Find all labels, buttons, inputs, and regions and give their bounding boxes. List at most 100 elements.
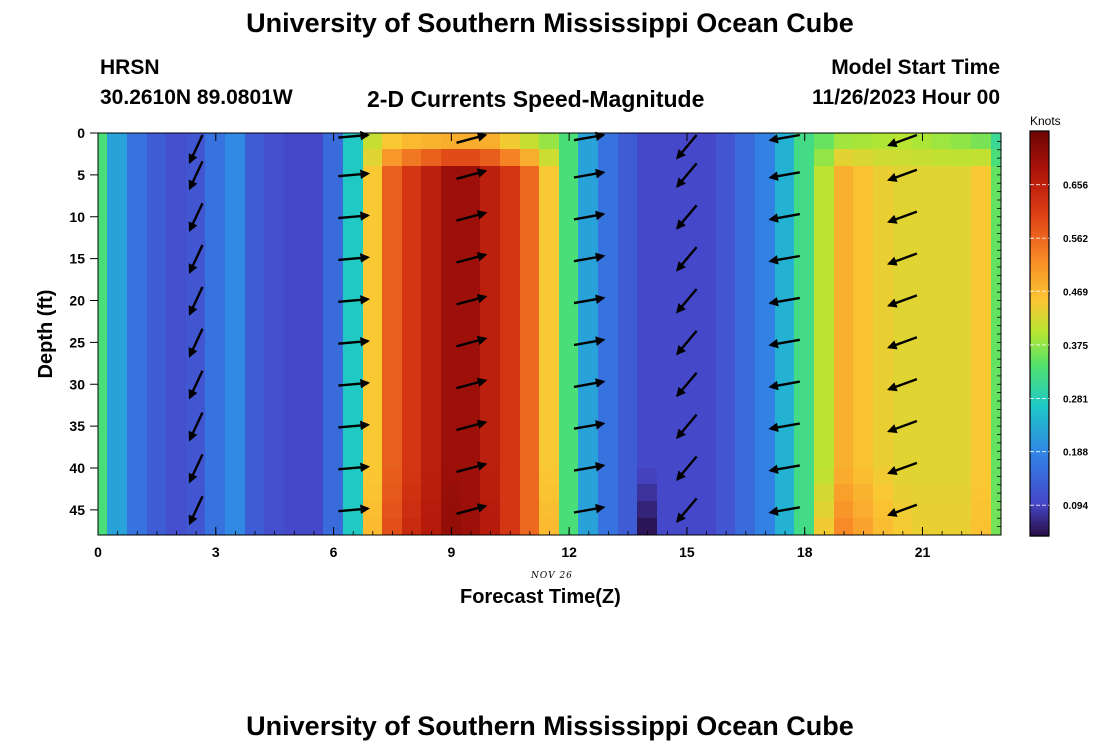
heatmap-cell bbox=[127, 133, 149, 151]
heatmap-cell bbox=[775, 317, 796, 335]
heatmap-cell bbox=[166, 300, 188, 319]
heatmap-cell bbox=[98, 384, 109, 402]
heatmap-cell bbox=[991, 133, 1001, 151]
heatmap-cell bbox=[421, 166, 443, 185]
current-arrow bbox=[573, 168, 606, 179]
heatmap-cell bbox=[363, 317, 384, 335]
heatmap-cell bbox=[500, 468, 522, 486]
colorbar-band bbox=[1030, 306, 1049, 311]
heatmap-cell bbox=[343, 367, 365, 386]
heatmap-cell bbox=[127, 518, 149, 535]
heatmap-cell bbox=[735, 250, 757, 268]
heatmap-cell bbox=[147, 149, 168, 168]
heatmap-cell bbox=[225, 283, 247, 302]
heatmap-cell bbox=[343, 200, 365, 218]
heatmap-cell bbox=[225, 367, 247, 386]
colorbar-band bbox=[1030, 397, 1049, 402]
heatmap-cell bbox=[971, 300, 993, 319]
heatmap-cell bbox=[205, 183, 227, 201]
heatmap-cell bbox=[735, 334, 757, 352]
heatmap-cell bbox=[637, 166, 659, 185]
heatmap-cell bbox=[382, 183, 404, 201]
heatmap-cell bbox=[578, 267, 600, 285]
heatmap-cell bbox=[264, 501, 286, 520]
heatmap-cell bbox=[873, 200, 895, 218]
colorbar-tick-label: 0.188 bbox=[1063, 448, 1088, 459]
heatmap-cell bbox=[794, 468, 816, 486]
current-arrow bbox=[456, 461, 488, 474]
heatmap-cell bbox=[696, 183, 718, 201]
heatmap-cell bbox=[971, 367, 993, 386]
heatmap-cell bbox=[853, 501, 875, 520]
heatmap-cell bbox=[343, 283, 365, 302]
current-arrow bbox=[456, 252, 488, 264]
heatmap-cell bbox=[991, 183, 1001, 201]
current-arrow bbox=[188, 453, 204, 484]
heatmap-cell bbox=[166, 216, 188, 235]
heatmap-cell bbox=[264, 468, 286, 486]
current-arrow bbox=[573, 503, 606, 514]
heatmap-cell bbox=[657, 468, 679, 486]
heatmap-cell bbox=[284, 233, 306, 252]
heatmap-cell bbox=[951, 149, 973, 168]
heatmap-cell bbox=[834, 384, 855, 402]
heatmap-cell bbox=[264, 183, 286, 201]
heatmap-cell bbox=[912, 451, 934, 469]
heatmap-cell bbox=[814, 267, 836, 285]
heatmap-cell bbox=[696, 267, 718, 285]
heatmap-cell bbox=[520, 350, 541, 369]
colorbar-band bbox=[1030, 374, 1049, 378]
heatmap-cell bbox=[755, 283, 777, 302]
heatmap-cell bbox=[264, 133, 286, 151]
heatmap-cell bbox=[127, 183, 149, 201]
heatmap-cell bbox=[794, 250, 816, 268]
heatmap-cell bbox=[402, 518, 423, 535]
heatmap-cell bbox=[264, 250, 286, 268]
heatmap-cell bbox=[794, 434, 816, 453]
heatmap-cell bbox=[186, 384, 207, 402]
heatmap-cell bbox=[225, 384, 247, 402]
heatmap-cell bbox=[480, 233, 502, 252]
colorbar-band bbox=[1030, 191, 1049, 196]
heatmap-cell bbox=[421, 484, 443, 503]
heatmap-cell bbox=[284, 367, 306, 386]
heatmap-cell bbox=[421, 451, 443, 469]
heatmap-cell bbox=[735, 183, 757, 201]
heatmap-cell bbox=[363, 250, 384, 268]
heatmap-cell bbox=[264, 384, 286, 402]
heatmap-cell bbox=[834, 401, 855, 419]
heatmap-cell bbox=[912, 300, 934, 319]
heatmap-cell bbox=[716, 267, 737, 285]
heatmap-cell bbox=[304, 501, 325, 520]
heatmap-cell bbox=[107, 501, 129, 520]
heatmap-cell bbox=[520, 300, 541, 319]
heatmap-cell bbox=[951, 183, 973, 201]
heatmap-cell bbox=[225, 317, 247, 335]
heatmap-cell bbox=[932, 283, 953, 302]
heatmap-cell bbox=[107, 233, 129, 252]
colorbar-band bbox=[1030, 492, 1049, 497]
heatmap-cell bbox=[735, 401, 757, 419]
heatmap-cell bbox=[480, 468, 502, 486]
heatmap-cell bbox=[539, 200, 561, 218]
heatmap-cell bbox=[853, 267, 875, 285]
heatmap-cell bbox=[873, 484, 895, 503]
heatmap-cell bbox=[343, 401, 365, 419]
heatmap-cell bbox=[559, 233, 580, 252]
x-axis-label: Forecast Time(Z) bbox=[460, 586, 621, 608]
heatmap-cell bbox=[735, 434, 757, 453]
heatmap-cell bbox=[284, 216, 306, 235]
heatmap-cell bbox=[304, 468, 325, 486]
heatmap-cell bbox=[814, 484, 836, 503]
current-arrow bbox=[573, 210, 606, 221]
current-arrow bbox=[188, 328, 204, 358]
heatmap-cell bbox=[991, 451, 1001, 469]
heatmap-cell bbox=[284, 149, 306, 168]
heatmap-cell bbox=[343, 451, 365, 469]
heatmap-cell bbox=[500, 484, 522, 503]
heatmap-cell bbox=[755, 133, 777, 151]
heatmap-cell bbox=[421, 350, 443, 369]
current-arrow bbox=[456, 377, 488, 390]
heatmap-cell bbox=[363, 300, 384, 319]
heatmap-cell bbox=[814, 200, 836, 218]
